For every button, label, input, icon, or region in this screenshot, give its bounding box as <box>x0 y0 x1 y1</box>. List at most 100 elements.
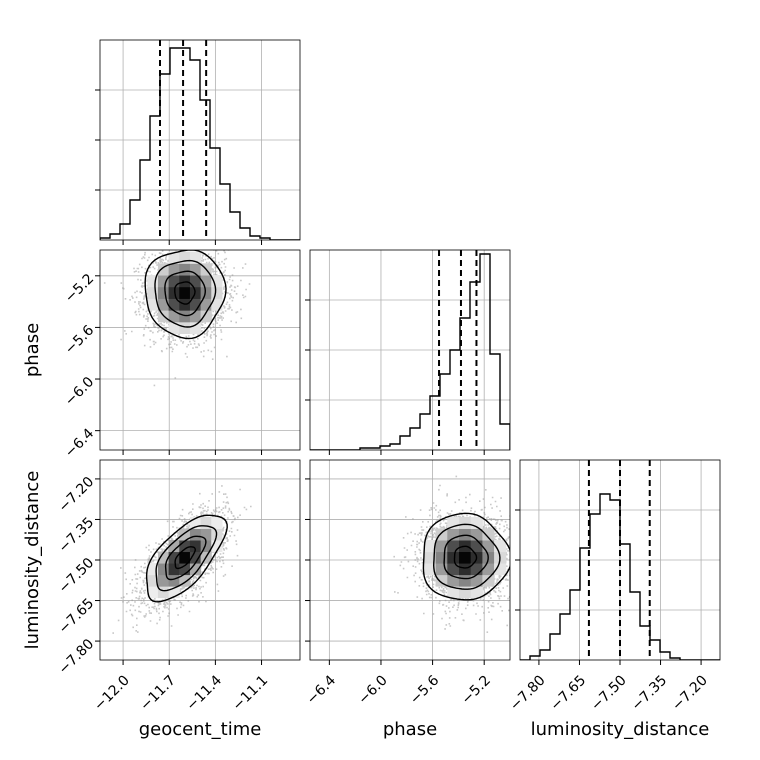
density-cell <box>179 310 191 323</box>
density-cell <box>435 574 448 587</box>
density-cell <box>470 574 483 587</box>
density-cell <box>147 563 159 576</box>
histogram-panel-phase <box>305 249 511 451</box>
density-cell <box>157 298 170 311</box>
density-cell <box>189 321 202 335</box>
panel-frame <box>309 249 511 451</box>
xtick-label-phase: −5.6 <box>407 672 442 707</box>
pair-content <box>100 460 300 660</box>
histogram-panel-luminosity_distance <box>515 459 721 661</box>
xtick-label-luminosity_distance: −7.80 <box>507 672 549 714</box>
density-cell <box>168 286 180 299</box>
contour-line <box>164 270 207 317</box>
density-cell <box>179 263 191 276</box>
density-cell <box>200 310 212 323</box>
histogram-luminosity_distance <box>520 493 720 660</box>
panel-frame <box>99 249 301 451</box>
density-cell <box>458 563 472 576</box>
density-cell <box>168 298 180 311</box>
xtick-label-geocent_time: −11.4 <box>183 672 225 714</box>
density-cell <box>189 298 202 311</box>
pair-panel-geocent_time-phase <box>99 249 301 451</box>
density-cell <box>179 574 191 587</box>
density-cell <box>211 275 223 288</box>
xtick-label-phase: −6.4 <box>304 672 339 707</box>
xtick-label-luminosity_distance: −7.50 <box>588 672 630 714</box>
ytick-label-luminosity_distance: −7.65 <box>56 596 98 638</box>
density-cell <box>168 563 180 576</box>
xaxis-label-luminosity_distance: luminosity_distance <box>531 719 710 740</box>
density-cell <box>189 516 202 529</box>
density-cell <box>147 574 159 587</box>
panel-frame <box>99 39 301 241</box>
contour-line <box>155 525 218 592</box>
density-cell <box>200 516 212 529</box>
ytick-label-luminosity_distance: −7.20 <box>56 474 98 516</box>
density-cell <box>179 563 191 576</box>
ytick-label-phase: −5.2 <box>62 271 97 306</box>
density-cell <box>168 251 180 264</box>
xtick-label-geocent_time: −11.7 <box>137 672 179 714</box>
ytick-label-luminosity_distance: −7.80 <box>56 636 98 678</box>
ytick-label-phase: −6.4 <box>62 426 97 461</box>
density-cell <box>211 286 223 299</box>
histogram-geocent_time <box>100 47 300 240</box>
xtick-label-phase: −6.0 <box>355 672 390 707</box>
density-cell <box>157 586 170 599</box>
density-cell <box>423 551 437 564</box>
pair-panel-phase-luminosity_distance <box>309 459 511 661</box>
density-cell <box>189 528 202 541</box>
density-cell <box>157 286 170 299</box>
density-cell <box>168 540 180 553</box>
xtick-label-luminosity_distance: −7.20 <box>669 672 711 714</box>
xaxis-label-phase: phase <box>383 719 437 740</box>
density-cell <box>168 321 180 335</box>
ytick-label-phase: −5.6 <box>62 322 97 357</box>
density-cell <box>168 586 180 599</box>
density-cell <box>189 275 202 288</box>
density-cell <box>147 286 159 299</box>
density-cell <box>147 586 159 599</box>
density-cell <box>447 586 460 599</box>
density-cell <box>200 298 212 311</box>
xtick-label-luminosity_distance: −7.65 <box>548 672 590 714</box>
density-cell <box>211 540 223 553</box>
density-cell <box>470 586 483 599</box>
contour-line <box>174 546 197 570</box>
contour-line <box>432 523 501 590</box>
density-cell <box>482 574 495 587</box>
density-cell <box>458 551 472 564</box>
contour-line <box>422 512 510 601</box>
density-cell <box>211 516 223 529</box>
density-cell <box>179 251 191 264</box>
density-cell <box>157 574 170 587</box>
contour-line <box>164 535 207 581</box>
pair-content <box>310 460 510 660</box>
contour-line <box>145 514 228 603</box>
density-cell <box>423 540 437 553</box>
density-cell <box>168 574 180 587</box>
density-cell <box>200 540 212 553</box>
density-cell <box>458 528 472 541</box>
density-cell <box>200 528 212 541</box>
xtick-label-geocent_time: −11.1 <box>230 672 272 714</box>
ytick-label-luminosity_distance: −7.50 <box>56 555 98 597</box>
density-cell <box>458 586 472 599</box>
yaxis-label-luminosity_distance: luminosity_distance <box>22 471 43 650</box>
density-cell <box>168 275 180 288</box>
density-cell <box>179 321 191 335</box>
density-cell <box>179 528 191 541</box>
density-cell <box>458 516 472 529</box>
contour-line <box>453 545 478 569</box>
pair-content <box>100 250 300 450</box>
density-cell <box>200 275 212 288</box>
density-cell <box>482 528 495 541</box>
density-cell <box>168 310 180 323</box>
xtick-label-geocent_time: −12.0 <box>91 672 133 714</box>
density-cell <box>458 574 472 587</box>
contour-line <box>174 281 196 305</box>
density-cell <box>168 263 180 276</box>
density-cell <box>157 263 170 276</box>
density-cell <box>189 563 202 576</box>
density-cell <box>494 563 507 576</box>
